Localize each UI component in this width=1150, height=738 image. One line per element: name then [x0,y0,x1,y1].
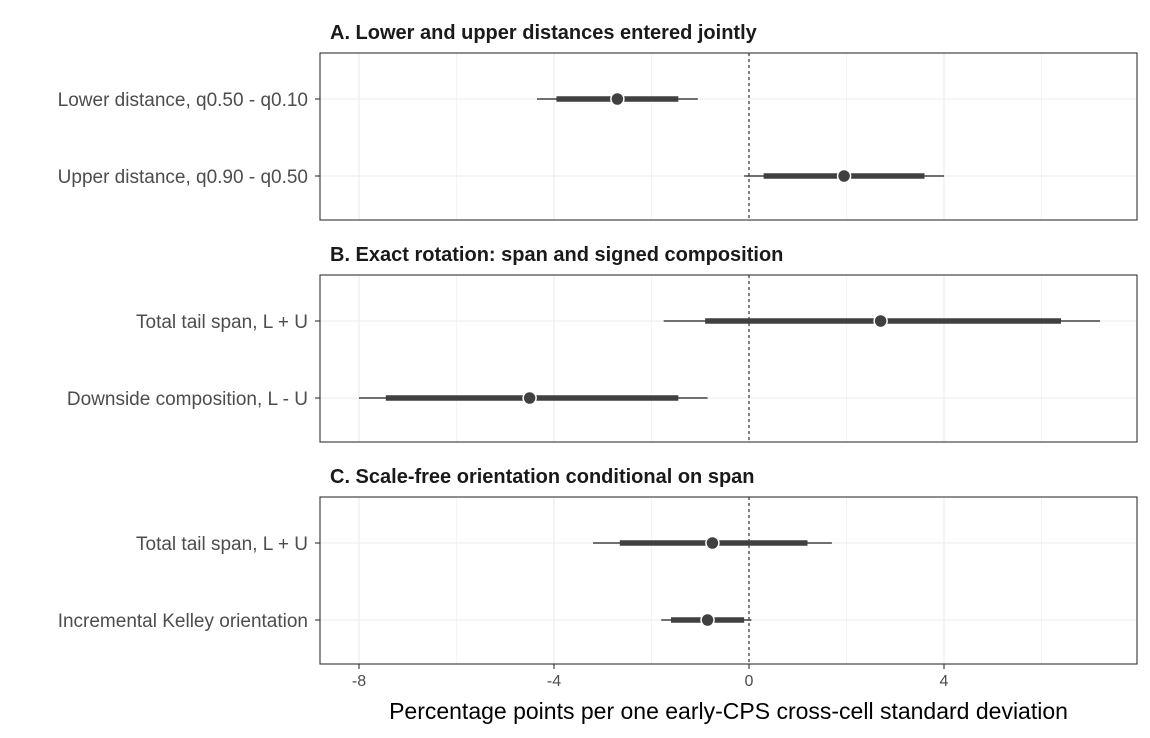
category-label: Incremental Kelley orientation [58,611,308,632]
x-axis: -8 -4 0 4 [352,664,949,690]
point-estimate [700,612,715,628]
panels-group: A. Lower and upper distances entered joi… [58,22,1138,665]
point-estimate [836,168,852,184]
panel-b: B. Exact rotation: span and signed compo… [67,244,1138,443]
point-estimate [522,390,537,406]
panel-title: A. Lower and upper distances entered joi… [330,22,758,44]
panel-title: C. Scale-free orientation conditional on… [330,466,755,488]
point-estimate [873,313,888,329]
category-label: Upper distance, q0.90 - q0.50 [58,167,308,188]
x-tick-label: -4 [547,673,561,690]
panel-c: C. Scale-free orientation conditional on… [58,466,1138,665]
panel-a: A. Lower and upper distances entered joi… [58,22,1138,221]
x-tick-label: 4 [940,673,949,690]
category-label: Total tail span, L + U [136,534,308,555]
panel-border [319,52,1138,221]
panel-border [319,496,1138,665]
panel-background [320,497,1137,664]
point-estimate [705,535,720,551]
x-tick-label: 0 [745,673,754,690]
panel-background [320,53,1137,220]
category-label: Lower distance, q0.50 - q0.10 [58,90,308,111]
category-label: Downside composition, L - U [67,389,308,410]
panel-background [320,275,1137,442]
panel-title: B. Exact rotation: span and signed compo… [330,244,783,266]
x-axis-title: Percentage points per one early-CPS cros… [389,698,1068,724]
x-tick-label: -8 [352,673,366,690]
panel-border [319,274,1138,443]
point-estimate [610,91,625,107]
category-label: Total tail span, L + U [136,312,308,333]
